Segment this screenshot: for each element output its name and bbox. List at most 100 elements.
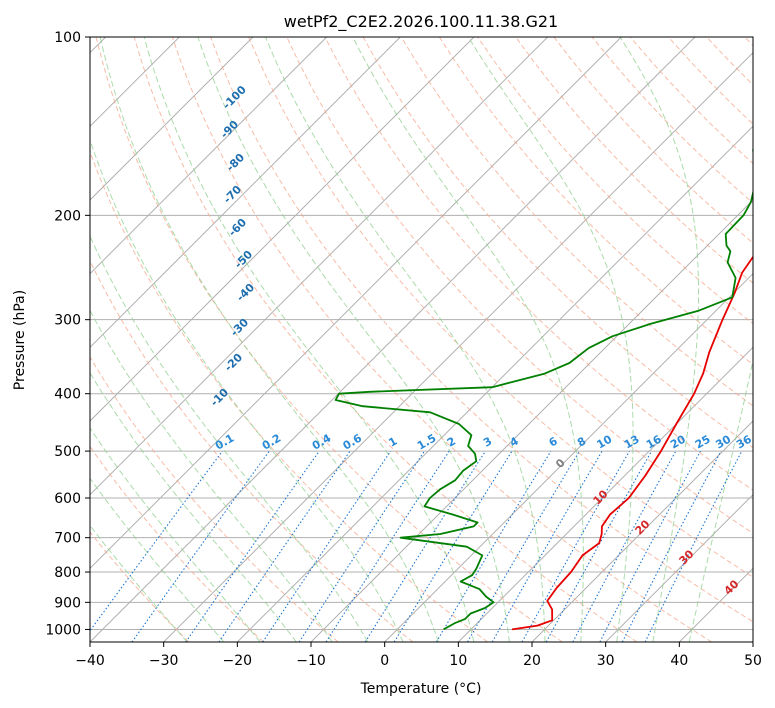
dry-adiabat-label: -40 [234, 281, 257, 304]
dry-adiabat-label: -50 [232, 248, 255, 271]
x-tick-label: 0 [380, 653, 389, 669]
mixing-ratio-label: 0.6 [341, 431, 365, 452]
x-tick-label: 40 [670, 653, 688, 669]
dry-adiabat [248, 37, 753, 578]
mixing-ratio-label: 3 [481, 435, 494, 450]
x-tick-label: −40 [75, 653, 105, 669]
y-tick-label: 600 [54, 491, 81, 507]
moist-adiabat [265, 37, 546, 642]
y-tick-label: 900 [54, 595, 81, 611]
moist-adiabats [90, 37, 753, 642]
mixing-ratio-label: 0.1 [213, 432, 236, 453]
moist-adiabat [90, 309, 333, 642]
dry-adiabat [744, 37, 753, 47]
dry-adiabat-label: -100 [220, 83, 249, 112]
mixing-ratio-line [621, 450, 722, 642]
mixing-ratio-line [393, 450, 513, 642]
x-tick-label: −10 [296, 653, 326, 669]
moist-adiabat [90, 371, 297, 642]
dry-adiabat [210, 37, 753, 623]
y-tick-label: 400 [54, 387, 81, 403]
dry-adiabat [90, 259, 414, 642]
dry-adiabat [706, 37, 753, 86]
dry-adiabat [90, 150, 488, 642]
dry-adiabat [133, 37, 638, 642]
mixing-ratio-label: 36 [734, 432, 754, 451]
mixing-ratio-label: 13 [622, 433, 642, 452]
y-tick-label: 700 [54, 531, 81, 547]
moist-adiabat [90, 477, 225, 642]
temperature-profile [511, 255, 753, 631]
mixing-ratio-line [364, 450, 486, 642]
x-axis-ticks: −40 −30 −20 −10 0 10 20 30 40 50 [75, 642, 762, 669]
mixing-ratio-label: 0.2 [260, 432, 283, 453]
isotherm [236, 125, 753, 642]
dry-adiabat [400, 37, 753, 407]
y-axis-label: Pressure (hPa) [12, 290, 28, 390]
dry-adiabat [90, 531, 190, 642]
y-tick-label: 200 [54, 208, 81, 224]
plot-frame [89, 36, 754, 643]
dry-adiabat [362, 37, 753, 449]
isotherm [90, 37, 622, 570]
x-tick-label: −20 [223, 653, 253, 669]
x-tick-label: 20 [523, 653, 541, 669]
moist-adiabat-label: 20 [633, 517, 653, 537]
mixing-ratio-label: 30 [713, 432, 733, 451]
dry-adiabat [515, 37, 753, 284]
mixing-ratio-line [521, 450, 630, 642]
y-axis-ticks: 100 200 300 400 500 600 700 800 900 1000 [45, 30, 90, 638]
y-tick-label: 300 [54, 313, 81, 329]
dry-adiabat [95, 37, 563, 642]
dry-adiabat [324, 37, 753, 491]
x-tick-label: −30 [149, 653, 179, 669]
isotherm [605, 493, 753, 642]
x-axis-label: Temperature (°C) [360, 681, 482, 697]
isotherm [90, 37, 254, 201]
moist-adiabat [90, 524, 188, 642]
moist-adiabat [688, 358, 753, 642]
mixing-ratio-line [545, 450, 653, 642]
mixing-ratio-label: 6 [547, 434, 560, 449]
mixing-ratio-line [262, 450, 392, 642]
x-tick-label: 50 [744, 653, 762, 669]
dry-adiabat [90, 445, 264, 642]
isotherm [384, 272, 753, 642]
isotherm [90, 37, 328, 275]
mixing-ratio-lines [90, 450, 743, 642]
x-tick-label: 30 [597, 653, 615, 669]
isotherm [90, 37, 475, 422]
sounding-series [334, 148, 753, 631]
isotherm [163, 51, 753, 642]
dry-adiabat [90, 356, 339, 642]
mixing-ratio-label: 10 [594, 432, 614, 451]
moist-adiabat-label: 40 [722, 577, 742, 597]
isotherm [90, 37, 549, 496]
y-tick-label: 500 [54, 444, 81, 460]
mixing-ratio-line [90, 450, 223, 632]
isotherm [531, 420, 753, 642]
mixing-ratio-line [131, 450, 270, 642]
mixing-ratio-label: 16 [644, 432, 664, 451]
moist-adiabat [197, 37, 510, 642]
isotherm [90, 37, 696, 642]
moist-adiabat-label: 10 [591, 487, 611, 507]
y-tick-label: 100 [54, 30, 81, 46]
dry-adiabat-label: -10 [208, 386, 231, 409]
moist-adiabat-label: 30 [677, 547, 697, 567]
mixing-ratio-line [572, 450, 677, 642]
mixing-ratio-label: 20 [668, 432, 688, 451]
y-tick-label: 800 [54, 565, 81, 581]
mixing-ratio-line [298, 450, 425, 642]
mixing-ratio-line [218, 450, 351, 642]
dry-adiabat-label: -20 [222, 351, 245, 374]
moist-adiabat [619, 37, 699, 642]
moist-adiabat [90, 427, 261, 642]
moist-adiabat [90, 138, 404, 642]
isotherm [90, 37, 401, 349]
chart-title: wetPf2_C2E2.2026.100.11.38.G21 [284, 12, 558, 32]
moist-adiabat-label: 0 [553, 456, 568, 471]
mixing-ratio-label: 2 [445, 435, 458, 450]
dry-adiabats [90, 37, 753, 642]
mixing-ratio-line [467, 450, 580, 642]
